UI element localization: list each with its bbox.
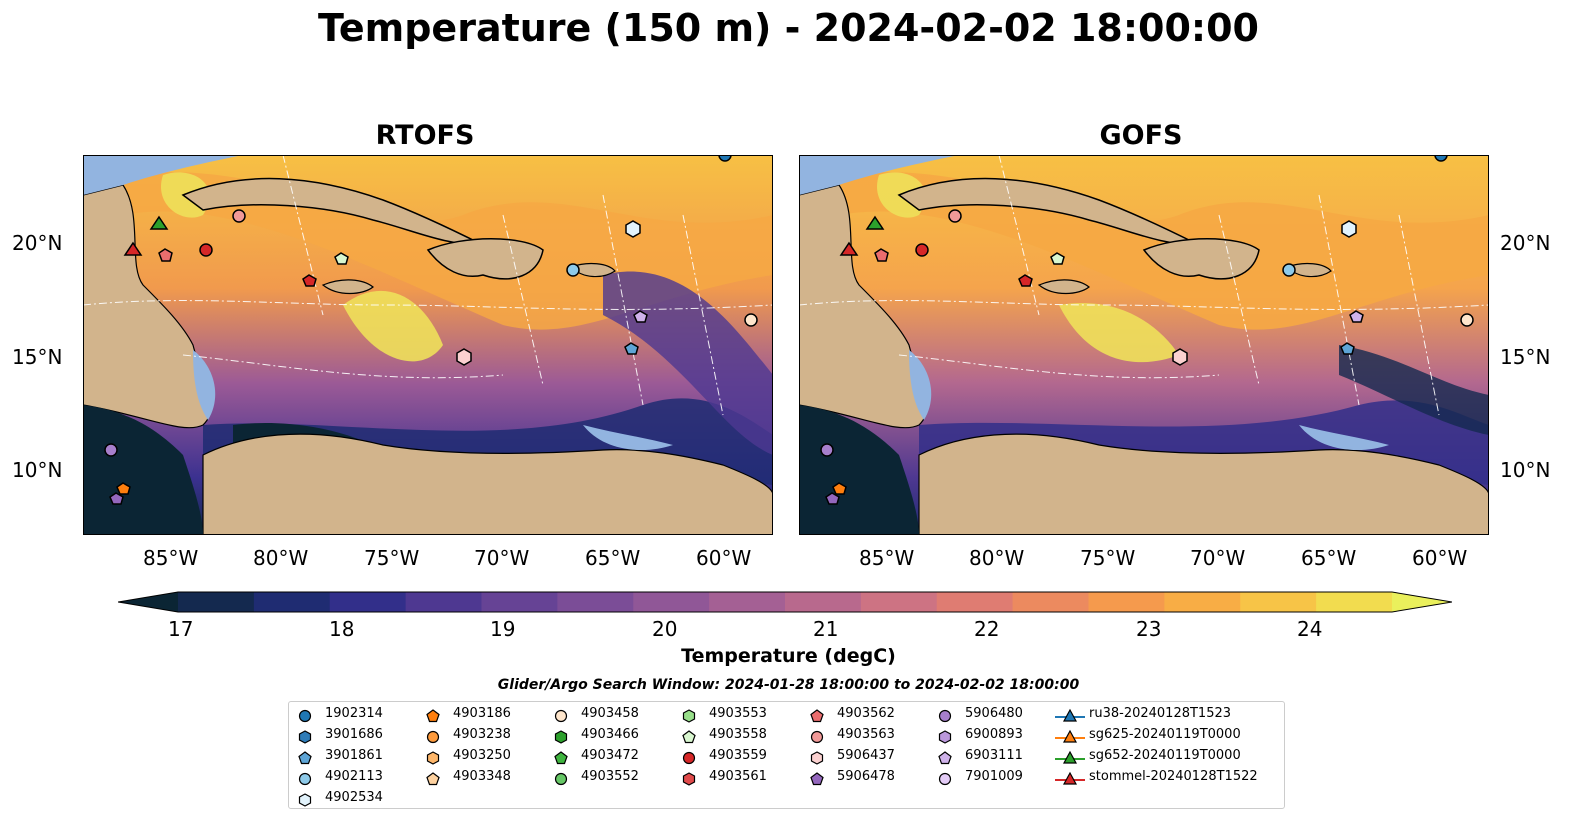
- lon-label-75w: 75°W: [1080, 546, 1136, 570]
- colorbar-segment: [785, 592, 862, 612]
- legend-label: 6900893: [965, 727, 1023, 742]
- panel-title-rtofs: RTOFS: [375, 120, 475, 151]
- lon-label-70w: 70°W: [1190, 546, 1246, 570]
- colorbar-segment: [1164, 592, 1241, 612]
- legend-label: 6903111: [965, 748, 1023, 763]
- lat-label-10n-left: 10°N: [12, 458, 63, 482]
- rtofs-map: [83, 155, 773, 535]
- legend-label: 5906478: [837, 769, 895, 784]
- colorbar-segment: [860, 592, 938, 612]
- colorbar-tick-24: 24: [1297, 617, 1323, 641]
- colorbar-segment: [405, 592, 482, 612]
- float-markers: [820, 155, 1474, 505]
- legend-label: sg652-20240119T0000: [1089, 748, 1241, 763]
- legend-label: 4903558: [709, 727, 767, 742]
- legend-label: 3901861: [325, 748, 383, 763]
- float-markers: [104, 155, 758, 505]
- colorbar-segment: [178, 592, 255, 612]
- legend-label: 4903552: [581, 769, 639, 784]
- colorbar-segment: [936, 592, 1014, 612]
- lon-label-60w: 60°W: [696, 546, 752, 570]
- lon-label-85w: 85°W: [143, 546, 199, 570]
- panel-title-gofs: GOFS: [1099, 120, 1183, 151]
- legend-label: ru38-20240128T1523: [1089, 706, 1232, 721]
- legend: 1902314 3901686 3901861 4902113 4902534 49031…: [288, 701, 1285, 809]
- lat-label-15n-right: 15°N: [1500, 345, 1551, 369]
- lon-label-80w: 80°W: [969, 546, 1025, 570]
- colorbar-segment: [1316, 592, 1393, 612]
- legend-label: 4903458: [581, 706, 639, 721]
- legend-label: 4902534: [325, 790, 383, 805]
- legend-label: 4903562: [837, 706, 895, 721]
- colorbar-tick-18: 18: [329, 617, 355, 641]
- legend-label: 4903186: [453, 706, 511, 721]
- legend-label: 5906437: [837, 748, 895, 763]
- legend-label: 4903561: [709, 769, 767, 784]
- search-window-text: Glider/Argo Search Window: 2024-01-28 18…: [497, 677, 1080, 693]
- legend-label: 4903238: [453, 727, 511, 742]
- colorbar-tick-21: 21: [813, 617, 839, 641]
- legend-label: 4903472: [581, 748, 639, 763]
- colorbar-segment: [1012, 592, 1089, 612]
- lat-label-10n-right: 10°N: [1500, 458, 1551, 482]
- colorbar-segment: [481, 592, 558, 612]
- colorbar-tick-20: 20: [652, 617, 678, 641]
- legend-label: 3901686: [325, 727, 383, 742]
- colorbar-segment: [253, 592, 331, 612]
- legend-label: 4903250: [453, 748, 511, 763]
- lat-label-15n-left: 15°N: [12, 345, 63, 369]
- colorbar-extend-high: [1392, 592, 1452, 612]
- legend-label: stommel-20240128T1522: [1089, 769, 1258, 784]
- colorbar-segment: [633, 592, 710, 612]
- colorbar-segment: [329, 592, 407, 612]
- figure-title: Temperature (150 m) - 2024-02-02 18:00:0…: [317, 6, 1259, 50]
- lon-label-60w: 60°W: [1412, 546, 1468, 570]
- legend-label: sg625-20240119T0000: [1089, 727, 1241, 742]
- colorbar-segment: [709, 592, 786, 612]
- lon-label-75w: 75°W: [364, 546, 420, 570]
- legend-label: 4903553: [709, 706, 767, 721]
- lat-label-20n-left: 20°N: [12, 231, 63, 255]
- lon-label-80w: 80°W: [253, 546, 309, 570]
- legend-label: 4903466: [581, 727, 639, 742]
- colorbar-segment: [1240, 592, 1317, 612]
- lat-label-20n-right: 20°N: [1500, 231, 1551, 255]
- legend-label: 4903559: [709, 748, 767, 763]
- colorbar-segment: [1088, 592, 1165, 612]
- lon-label-65w: 65°W: [1301, 546, 1357, 570]
- legend-label: 7901009: [965, 769, 1023, 784]
- colorbar: [118, 591, 1452, 613]
- legend-label: 4902113: [325, 769, 383, 784]
- colorbar-segment: [557, 592, 634, 612]
- colorbar-tick-19: 19: [490, 617, 516, 641]
- colorbar-tick-23: 23: [1136, 617, 1162, 641]
- colorbar-extend-low: [118, 592, 178, 612]
- colorbar-tick-22: 22: [974, 617, 1000, 641]
- legend-label: 1902314: [325, 706, 383, 721]
- lon-label-85w: 85°W: [859, 546, 915, 570]
- legend-label: 5906480: [965, 706, 1023, 721]
- lon-label-65w: 65°W: [585, 546, 641, 570]
- legend-label: 4903348: [453, 769, 511, 784]
- gofs-map: [799, 155, 1489, 535]
- colorbar-label: Temperature (degC): [681, 645, 896, 667]
- legend-label: 4903563: [837, 727, 895, 742]
- lon-label-70w: 70°W: [474, 546, 530, 570]
- colorbar-tick-17: 17: [168, 617, 194, 641]
